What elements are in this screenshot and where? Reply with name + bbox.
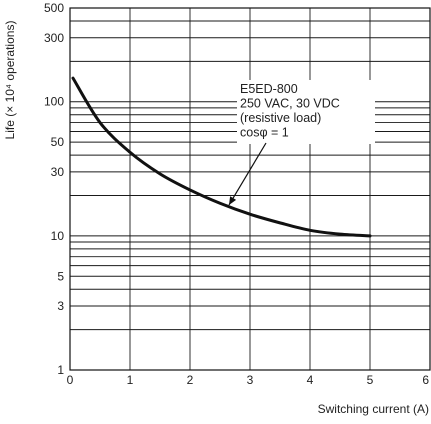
x-tick-label: 5	[367, 373, 374, 387]
x-tick-label: 2	[187, 373, 194, 387]
annotation-arrow-line	[228, 142, 267, 206]
plot-frame	[69, 7, 431, 371]
annotation-arrow-head	[229, 196, 237, 205]
x-tick-label: 0	[67, 373, 74, 387]
y-tick-label: 1	[57, 363, 64, 377]
x-tick-label: 6	[422, 373, 429, 387]
x-tick-label: 4	[307, 373, 314, 387]
x-axis-title: Switching current (A)	[318, 402, 429, 416]
y-tick-label: 500	[44, 1, 64, 15]
grid-layer	[70, 8, 430, 370]
x-tick-label: 3	[247, 373, 254, 387]
annotation-line: E5ED-800	[240, 82, 298, 96]
annotation-line: (resistive load)	[240, 111, 321, 125]
x-tick-label: 1	[127, 373, 134, 387]
y-tick-label: 30	[51, 165, 65, 179]
life-curve	[71, 76, 372, 238]
plot-border	[69, 7, 431, 371]
y-tick-label: 300	[44, 31, 64, 45]
y-axis-title: Life (× 10⁴ operations)	[3, 21, 17, 140]
y-tick-label: 100	[44, 95, 64, 109]
annotation-background	[237, 80, 375, 144]
y-tick-label: 3	[57, 299, 64, 313]
annotation-line: cosφ = 1	[240, 126, 289, 140]
annotation-line: 250 VAC, 30 VDC	[240, 97, 340, 111]
series-layer	[71, 76, 372, 238]
y-tick-label: 5	[57, 269, 64, 283]
y-tick-label: 10	[51, 229, 65, 243]
y-tick-label: 50	[51, 135, 65, 149]
